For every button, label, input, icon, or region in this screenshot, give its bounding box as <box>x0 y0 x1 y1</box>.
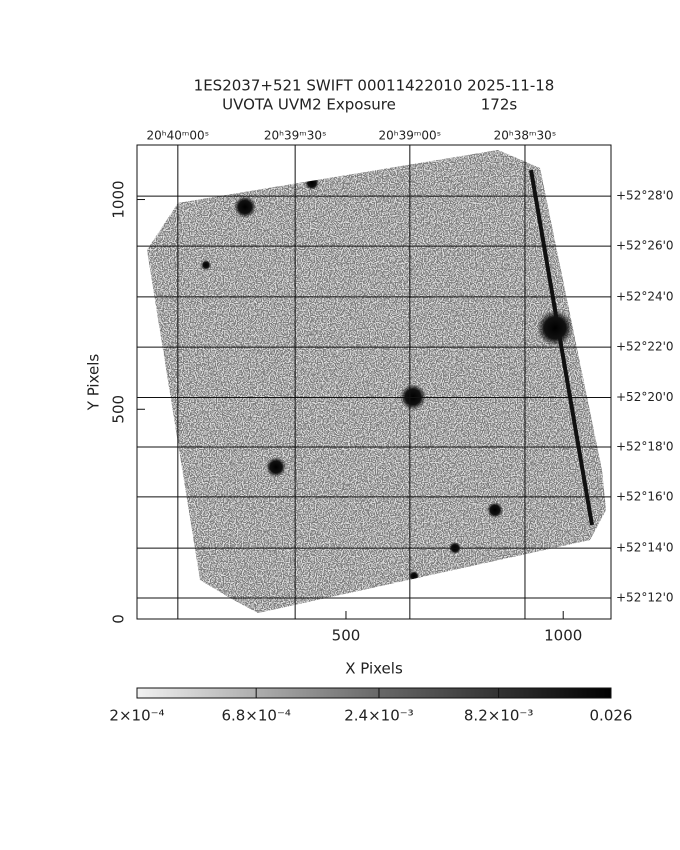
plot-frame <box>136 144 612 620</box>
x-axis-label: X Pixels <box>345 660 403 678</box>
chart-title: 1ES2037+521 SWIFT 00011422010 2025-11-18 <box>194 77 555 95</box>
y2-tick-label: +52°16'0 <box>616 489 674 503</box>
colorbar-tick-label: 8.2×10⁻³ <box>464 707 533 725</box>
exposure-time: 172s <box>481 96 518 114</box>
colorbar-tick-label: 2.4×10⁻³ <box>344 707 413 725</box>
y2-tick-label: +52°20'0 <box>616 390 674 404</box>
y2-tick-label: +52°14'0 <box>616 541 674 555</box>
y-tick-label: 1000 <box>110 180 128 218</box>
x2-tick-label: 20ʰ39ᵐ30ˢ <box>264 129 327 143</box>
x-tick-label: 500 <box>332 627 361 645</box>
x2-tick-label: 20ʰ39ᵐ00ˢ <box>379 129 442 143</box>
y2-tick-label: +52°28'0 <box>616 189 674 203</box>
x2-tick-label: 20ʰ38ᵐ30ˢ <box>494 129 557 143</box>
y2-tick-label: +52°18'0 <box>616 440 674 454</box>
chart-subtitle: UVOTA UVM2 Exposure <box>222 96 396 114</box>
y-axis-label: Y Pixels <box>85 354 103 412</box>
colorbar-tick-label: 0.026 <box>590 707 633 725</box>
y2-tick-label: +52°24'0 <box>616 289 674 303</box>
x2-tick-label: 20ʰ40ᵐ00ˢ <box>147 129 210 143</box>
y2-tick-label: +52°12'0 <box>616 591 674 605</box>
y2-tick-label: +52°26'0 <box>616 239 674 253</box>
exposure-image <box>147 150 606 613</box>
colorbar <box>136 687 612 699</box>
y-tick-label: 0 <box>110 614 128 624</box>
y2-tick-label: +52°22'0 <box>616 340 674 354</box>
y-tick-label: 500 <box>110 395 128 424</box>
colorbar-tick-label: 2×10⁻⁴ <box>109 707 164 725</box>
colorbar-tick-label: 6.8×10⁻⁴ <box>221 707 290 725</box>
x-tick-label: 1000 <box>544 627 582 645</box>
